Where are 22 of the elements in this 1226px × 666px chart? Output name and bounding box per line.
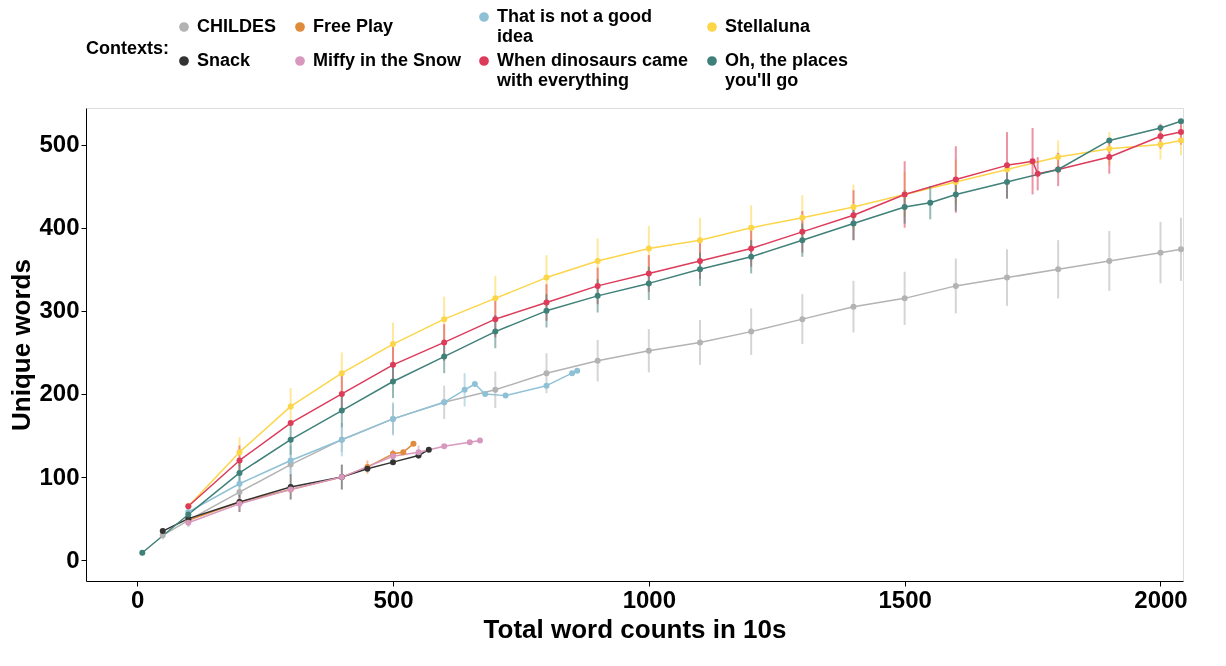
- legend-title: Contexts:: [86, 38, 170, 58]
- legend-label: When dinosaurs came with everything: [496, 50, 689, 90]
- x-axis-title: Total word counts in 10s: [483, 613, 787, 644]
- y-tick-label: 200: [39, 379, 80, 407]
- x-tick-label: 2000: [1134, 585, 1188, 613]
- x-tick-label: 1500: [878, 585, 932, 613]
- legend-label: That is not a good idea: [497, 6, 652, 46]
- y-axis-title: Unique words: [6, 259, 37, 431]
- y-tick-label: 500: [39, 130, 80, 158]
- legend-label: Snack: [197, 50, 252, 70]
- y-tick-label: 100: [39, 462, 80, 490]
- legend-label: Stellaluna: [725, 16, 812, 36]
- x-tick-label: 1000: [622, 585, 677, 613]
- y-tick-label: 300: [39, 296, 80, 324]
- legend-label: Oh, the places you'll go: [725, 50, 849, 90]
- x-tick-label: 500: [373, 585, 414, 613]
- legend-label: Miffy in the Snow: [313, 50, 462, 70]
- y-tick-label: 0: [66, 545, 80, 573]
- legend-label: Free Play: [313, 16, 394, 36]
- y-tick-label: 400: [39, 213, 80, 241]
- legend-label: CHILDES: [197, 16, 277, 36]
- x-tick-label: 0: [130, 585, 145, 613]
